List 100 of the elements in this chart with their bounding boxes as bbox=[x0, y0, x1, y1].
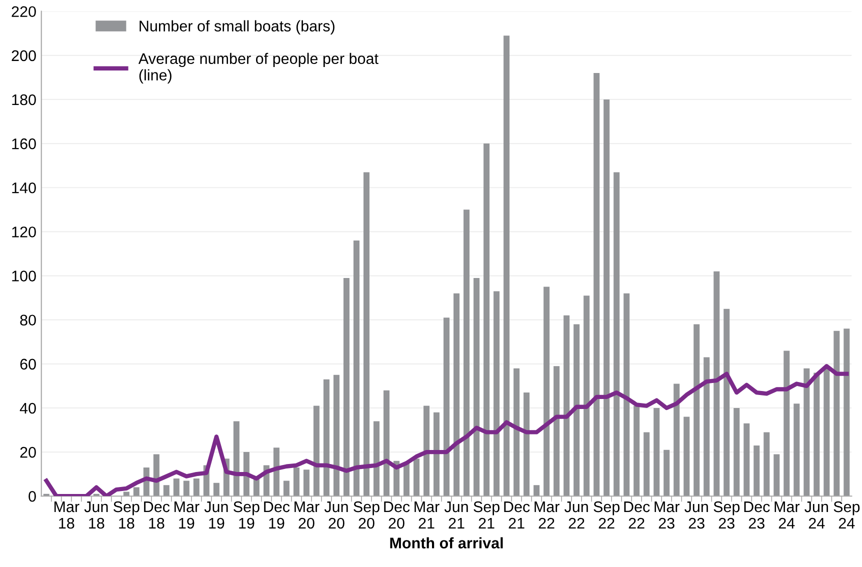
bar bbox=[404, 463, 410, 496]
y-tick-label: 180 bbox=[12, 94, 36, 106]
y-tick-label: 100 bbox=[12, 270, 36, 282]
bar bbox=[614, 172, 620, 496]
bar bbox=[123, 492, 130, 496]
bar bbox=[684, 416, 690, 496]
x-tick-label: Jun 23 bbox=[684, 502, 708, 529]
y-tick-label: 220 bbox=[12, 6, 36, 18]
legend-label: Number of small boats (bars) bbox=[140, 20, 334, 34]
bar bbox=[764, 432, 770, 496]
bar bbox=[674, 384, 680, 496]
x-tick-label: Dec 20 bbox=[384, 502, 410, 529]
bar bbox=[424, 406, 430, 496]
bar bbox=[804, 368, 810, 496]
bar bbox=[734, 408, 740, 496]
y-tick-label: 60 bbox=[20, 358, 36, 370]
line-series bbox=[44, 364, 849, 496]
x-tick-label: Dec 19 bbox=[264, 502, 290, 529]
bar bbox=[744, 423, 750, 496]
x-tick-label: Dec 23 bbox=[744, 502, 770, 529]
x-tick-label: Mar 19 bbox=[174, 502, 200, 529]
bar bbox=[544, 286, 550, 496]
bar bbox=[213, 482, 220, 496]
bar bbox=[233, 421, 240, 496]
y-tick-label: 40 bbox=[20, 402, 36, 414]
bar bbox=[634, 406, 640, 496]
x-tick-label: Mar 18 bbox=[54, 502, 80, 529]
x-tick-label: Sep 22 bbox=[594, 501, 620, 529]
y-tick-label: 200 bbox=[12, 50, 36, 62]
bar bbox=[464, 210, 470, 496]
x-tick-label: Sep 24 bbox=[834, 501, 860, 529]
bar bbox=[514, 368, 520, 496]
x-tick-label: Mar 20 bbox=[294, 502, 320, 529]
bar bbox=[774, 454, 780, 496]
x-tick-label: Jun 18 bbox=[84, 502, 108, 529]
x-tick-label: Jun 21 bbox=[444, 502, 468, 529]
x-tick-label: Sep 19 bbox=[234, 501, 260, 529]
bar bbox=[704, 357, 710, 496]
bar bbox=[373, 421, 380, 496]
bar bbox=[173, 478, 180, 496]
bar bbox=[313, 406, 320, 496]
bar bbox=[844, 328, 850, 496]
bar bbox=[624, 293, 630, 496]
bar bbox=[273, 448, 280, 496]
bar bbox=[183, 480, 190, 496]
bar bbox=[484, 144, 490, 496]
x-tick-label: Mar 21 bbox=[414, 502, 440, 529]
x-tick-label: Jun 24 bbox=[804, 502, 828, 529]
x-tick-label: Jun 22 bbox=[564, 502, 588, 529]
x-tick-label: Sep 21 bbox=[474, 501, 500, 529]
bar bbox=[604, 99, 610, 496]
bar bbox=[664, 450, 670, 496]
bar bbox=[794, 404, 800, 496]
bar bbox=[293, 467, 300, 496]
y-tick-label: 0 bbox=[28, 490, 36, 502]
x-tick-label: Dec 18 bbox=[144, 502, 170, 529]
y-tick-label: 120 bbox=[12, 226, 36, 238]
bar bbox=[824, 368, 830, 496]
bar bbox=[584, 296, 590, 496]
bar bbox=[494, 291, 500, 496]
bar bbox=[303, 470, 310, 496]
bar bbox=[163, 485, 170, 496]
x-tick-label: Sep 23 bbox=[714, 501, 740, 529]
bar bbox=[784, 350, 790, 496]
x-tick-label: Dec 21 bbox=[504, 502, 530, 529]
bar bbox=[333, 374, 340, 496]
bar bbox=[353, 240, 360, 496]
bar bbox=[363, 172, 370, 496]
x-tick-label: Mar 23 bbox=[654, 502, 680, 529]
bar bbox=[444, 318, 450, 496]
y-tick-label: 140 bbox=[12, 182, 36, 194]
x-tick-label: Mar 22 bbox=[534, 502, 560, 529]
bar bbox=[343, 278, 350, 496]
bar bbox=[714, 271, 720, 496]
bar bbox=[383, 390, 390, 496]
bar bbox=[454, 293, 460, 496]
bar bbox=[574, 324, 580, 496]
x-tick-label: Jun 19 bbox=[204, 502, 228, 529]
bar bbox=[654, 408, 660, 496]
bar bbox=[754, 445, 760, 496]
legend-label: Average number of people per boat (line) bbox=[138, 52, 378, 84]
y-tick-label: 80 bbox=[20, 314, 36, 326]
bar bbox=[283, 480, 290, 496]
bar bbox=[834, 330, 840, 496]
x-tick-label: Sep 20 bbox=[354, 501, 380, 529]
bar bbox=[594, 73, 600, 496]
bar bbox=[474, 278, 480, 496]
bar bbox=[323, 379, 330, 496]
bar bbox=[694, 324, 700, 496]
bar bbox=[724, 308, 730, 496]
y-tick-label: 20 bbox=[20, 446, 36, 458]
bar bbox=[504, 36, 510, 496]
bar bbox=[524, 392, 530, 496]
x-tick-label: Jun 20 bbox=[324, 502, 348, 529]
bar bbox=[434, 412, 440, 496]
x-axis-title: Month of arrival bbox=[390, 537, 503, 548]
x-tick-label: Dec 22 bbox=[624, 502, 650, 529]
bar bbox=[644, 432, 650, 496]
bar bbox=[193, 478, 200, 496]
y-tick-label: 160 bbox=[12, 138, 36, 150]
